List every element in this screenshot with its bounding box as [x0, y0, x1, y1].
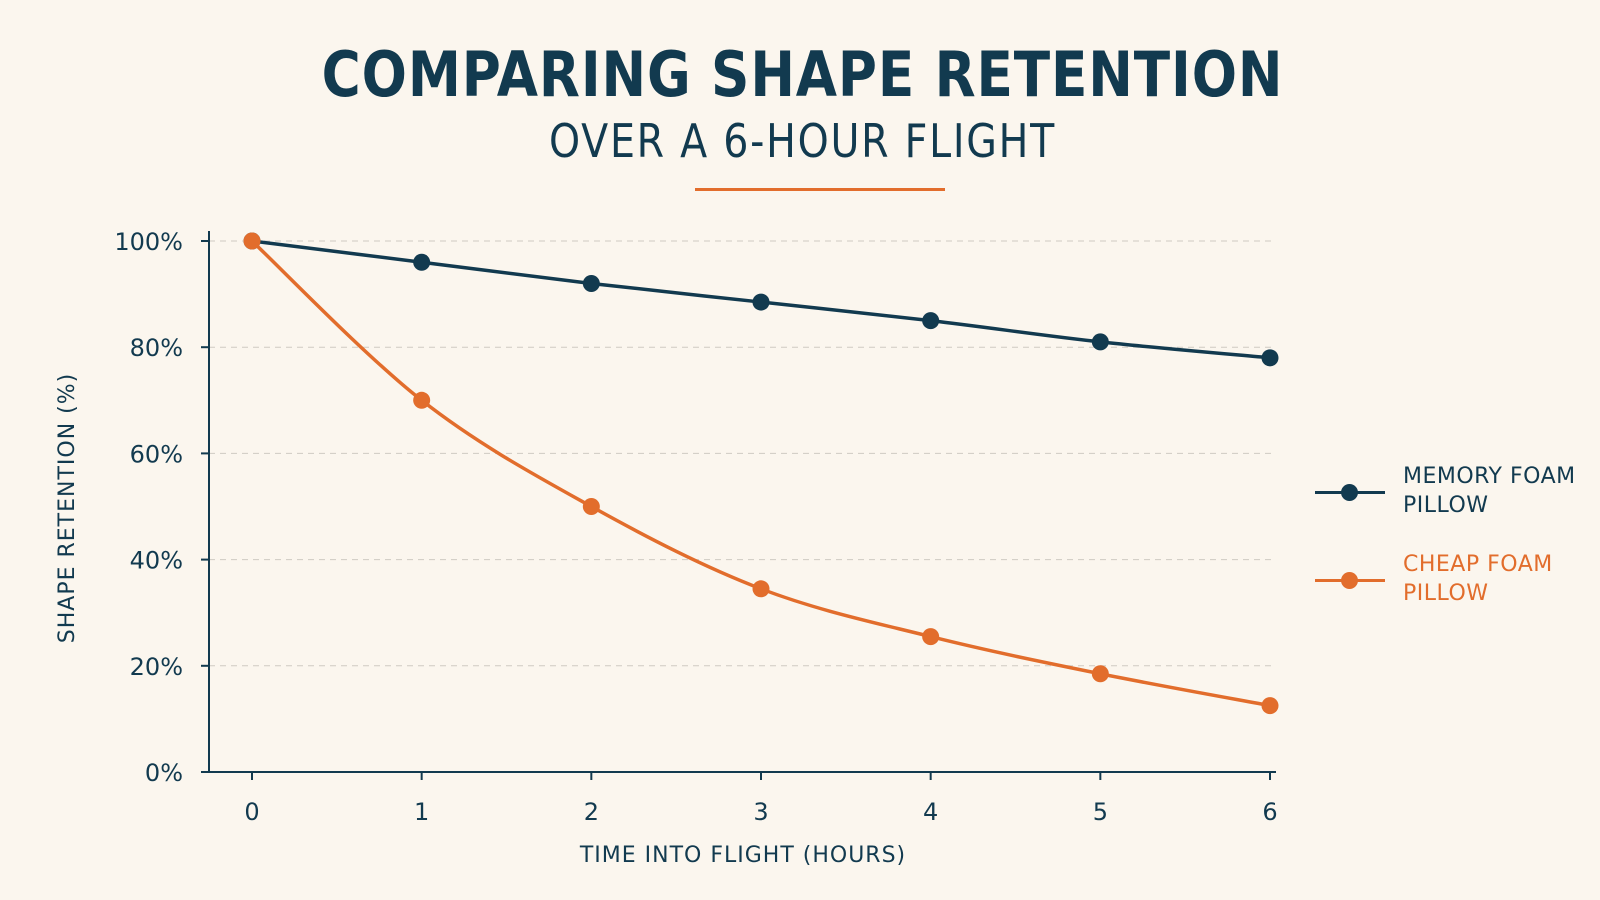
data-point-cheap-foam-pillow-6: [1261, 697, 1279, 715]
series-cheap-foam-pillow: [243, 232, 1279, 715]
data-point-cheap-foam-pillow-0: [243, 232, 261, 250]
chart-subtitle: OVER A 6-HOUR FLIGHT: [549, 114, 1057, 168]
legend-label-memory-foam: MEMORY FOAM PILLOW: [1403, 464, 1576, 518]
data-point-cheap-foam-pillow-1: [413, 391, 431, 409]
y-tick-label-0: 0%: [145, 759, 183, 787]
data-point-memory-foam-pillow-4: [922, 312, 940, 330]
data-point-cheap-foam-pillow-5: [1091, 665, 1109, 683]
data-point-memory-foam-pillow-1: [413, 253, 431, 271]
y-axis-title: SHAPE RETENTION (%): [55, 373, 80, 643]
series-line-cheap-foam-pillow: [250, 239, 1272, 708]
legend-dot-cheap-foam: [1341, 572, 1358, 589]
x-tick-label-4: 4: [923, 798, 938, 826]
series-group: [243, 232, 1279, 715]
data-point-cheap-foam-pillow-4: [922, 628, 940, 646]
y-tick-labels: 0% 20% 40% 60% 80% 100%: [114, 228, 183, 787]
legend: MEMORY FOAM PILLOW CHEAP FOAM PILLOW: [1315, 462, 1595, 638]
data-point-cheap-foam-pillow-2: [582, 498, 600, 515]
legend-item-memory-foam: MEMORY FOAM PILLOW: [1315, 462, 1595, 522]
grid-lines: [209, 240, 1276, 667]
y-tick-label-2: 40%: [130, 547, 183, 575]
legend-dot-memory-foam: [1341, 484, 1358, 501]
x-tick-labels: 0 1 2 3 4 5 6: [244, 798, 1277, 826]
data-point-cheap-foam-pillow-3: [752, 580, 770, 598]
data-point-memory-foam-pillow-5: [1091, 333, 1109, 351]
axes: [201, 231, 1276, 780]
x-tick-label-5: 5: [1093, 798, 1108, 826]
y-tick-label-5: 100%: [114, 228, 183, 256]
x-tick-label-1: 1: [414, 798, 429, 826]
legend-swatch-memory-foam: [1315, 480, 1385, 504]
x-tick-label-0: 0: [244, 798, 259, 826]
x-tick-label-6: 6: [1262, 798, 1277, 826]
series-memory-foam-pillow: [243, 232, 1279, 367]
legend-label-cheap-foam: CHEAP FOAM PILLOW: [1403, 552, 1553, 606]
legend-swatch-cheap-foam: [1315, 568, 1385, 592]
legend-item-cheap-foam: CHEAP FOAM PILLOW: [1315, 550, 1595, 610]
chart-title: COMPARING SHAPE RETENTION: [321, 38, 1284, 111]
data-point-memory-foam-pillow-3: [752, 293, 770, 311]
data-point-memory-foam-pillow-2: [582, 274, 600, 292]
y-tick-label-1: 20%: [130, 653, 183, 681]
y-tick-label-4: 80%: [130, 334, 183, 362]
x-tick-label-3: 3: [753, 798, 768, 826]
title-underline: [695, 188, 945, 191]
x-tick-label-2: 2: [584, 798, 599, 826]
data-point-memory-foam-pillow-6: [1261, 349, 1279, 367]
x-axis-title: TIME INTO FLIGHT (HOURS): [579, 843, 906, 868]
y-tick-label-3: 60%: [130, 440, 183, 468]
